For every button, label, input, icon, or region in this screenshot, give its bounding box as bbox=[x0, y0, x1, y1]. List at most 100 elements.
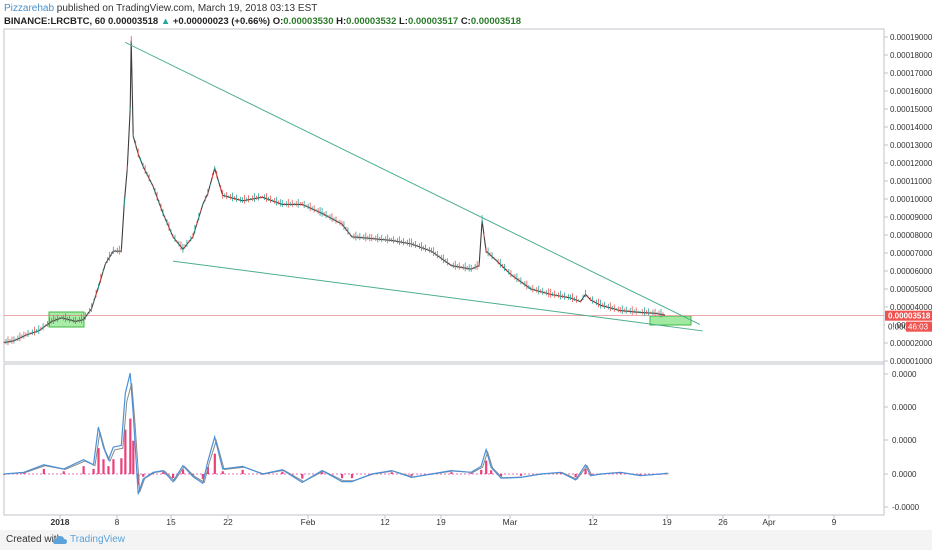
price-tick-label: 0.00017000 bbox=[890, 69, 932, 78]
osc-histogram-bar bbox=[390, 472, 393, 474]
price-series bbox=[3, 36, 666, 346]
time-axis: 2018 8 15 22 Feb 12 19 Mar 12 19 26 Apr 9 bbox=[51, 515, 837, 527]
osc-histogram-bar bbox=[171, 474, 175, 479]
symbol-label: BINANCE:LRCBTC, 60 bbox=[4, 16, 106, 27]
osc-histogram-bar bbox=[42, 468, 45, 474]
osc-histogram-bar bbox=[340, 474, 344, 479]
osc-main-line bbox=[3, 373, 668, 495]
current-price-label: 0.00003518 bbox=[888, 312, 931, 321]
footer-bar: Created with TradingView bbox=[0, 530, 932, 550]
osc-histogram-bar bbox=[22, 473, 26, 474]
osc-histogram-bar bbox=[206, 467, 209, 474]
high-value: 0.00003532 bbox=[346, 16, 397, 27]
osc-histogram-bar bbox=[97, 448, 100, 474]
time-tick-label: 19 bbox=[662, 517, 672, 527]
open-value: 0.00003530 bbox=[283, 16, 334, 27]
time-tick-label: 12 bbox=[588, 517, 598, 527]
time-tick-label: 9 bbox=[832, 517, 837, 527]
chart-canvas[interactable]: 0.000010000.000020000.000030000.00004000… bbox=[0, 0, 932, 530]
close-label: C: bbox=[460, 16, 471, 27]
osc-histogram-bar bbox=[221, 471, 224, 474]
osc-histogram-bar bbox=[124, 429, 127, 474]
time-tick-label: Mar bbox=[503, 517, 518, 527]
osc-histogram-bar bbox=[639, 474, 642, 475]
osc-histogram-bar bbox=[142, 474, 145, 477]
lower-trendline bbox=[172, 260, 703, 332]
price-line bbox=[3, 40, 666, 344]
osc-histogram-bar bbox=[301, 474, 304, 479]
time-tick-label: Apr bbox=[762, 517, 775, 527]
osc-histogram-bar bbox=[82, 466, 85, 474]
price-tick-label: 0.00013000 bbox=[890, 141, 932, 150]
high-label: H: bbox=[336, 16, 347, 27]
osc-histogram-bar bbox=[112, 459, 115, 474]
osc-tick-label: -0.0000 bbox=[892, 503, 920, 512]
osc-histogram-bar bbox=[490, 470, 493, 474]
price-tick-label: 0.00009000 bbox=[890, 213, 932, 222]
time-tick-label: 22 bbox=[223, 517, 233, 527]
osc-histogram-bar bbox=[450, 472, 453, 474]
osc-histogram-bar bbox=[129, 418, 132, 474]
osc-histogram-bar bbox=[619, 473, 622, 474]
time-tick-label: 26 bbox=[718, 517, 728, 527]
last-price: 0.00003518 bbox=[107, 16, 159, 27]
osc-histogram-bar bbox=[470, 473, 473, 474]
countdown-price-prefix: 0.0000 bbox=[888, 323, 913, 332]
osc-histogram-bar bbox=[132, 440, 135, 474]
price-tick-label: 0.00006000 bbox=[890, 267, 932, 276]
author-link[interactable]: Pizzarehab bbox=[4, 3, 55, 14]
osc-histogram-bar bbox=[201, 474, 204, 480]
price-change: +0.00000023 (+0.66%) bbox=[172, 16, 271, 27]
price-tick-label: 0.00007000 bbox=[890, 249, 932, 258]
trendlines[interactable] bbox=[125, 41, 703, 332]
osc-histogram-bar bbox=[181, 469, 185, 474]
low-label: L: bbox=[399, 16, 408, 27]
osc-histogram-bar bbox=[321, 472, 324, 474]
price-pane-frame bbox=[3, 28, 885, 363]
osc-histogram-bar bbox=[120, 458, 123, 474]
osc-histogram-bar bbox=[107, 466, 110, 474]
price-tick-label: 0.00016000 bbox=[890, 87, 932, 96]
price-tick-label: 0.00005000 bbox=[890, 285, 932, 294]
osc-histogram-bar bbox=[62, 471, 65, 474]
tradingview-cloud-icon bbox=[53, 536, 67, 544]
osc-histogram-bar bbox=[485, 460, 488, 474]
price-tick-label: 0.00004000 bbox=[890, 303, 932, 312]
upper-trendline bbox=[125, 41, 701, 325]
osc-tick-label: 0.0000 bbox=[892, 436, 917, 445]
price-tick-label: 0.00019000 bbox=[890, 33, 932, 42]
time-tick-label: Feb bbox=[301, 517, 316, 527]
price-tick-label: 0.00011000 bbox=[890, 177, 932, 186]
osc-tick-label: 0.0000 bbox=[892, 470, 917, 479]
price-tick-label: 0.00012000 bbox=[890, 159, 932, 168]
osc-histogram-bar bbox=[665, 473, 669, 475]
time-tick-label: 15 bbox=[166, 517, 176, 527]
change-up-icon: ▲ bbox=[160, 16, 171, 27]
osc-histogram-bar bbox=[241, 469, 244, 474]
osc-histogram-bar bbox=[102, 459, 105, 474]
time-tick-label: 19 bbox=[436, 517, 446, 527]
publish-header: Pizzarehab published on TradingView.com,… bbox=[4, 2, 317, 15]
osc-histogram-bar bbox=[162, 472, 165, 474]
countdown-price-prefix-bg bbox=[885, 321, 893, 332]
osc-histogram-bar bbox=[584, 468, 587, 474]
osc-histogram-bar bbox=[350, 474, 354, 479]
low-value: 0.00003517 bbox=[407, 16, 459, 27]
price-tick-label: 0.00015000 bbox=[890, 105, 932, 114]
osc-histogram-bar bbox=[92, 468, 95, 474]
close-value: 0.00003518 bbox=[470, 16, 522, 27]
price-tick-label: 0.00018000 bbox=[890, 51, 932, 60]
tradingview-brand[interactable]: TradingView bbox=[70, 534, 126, 545]
created-with-text: Created with bbox=[6, 534, 63, 545]
osc-histogram-bar bbox=[499, 474, 503, 477]
osc-histogram-bar bbox=[480, 469, 483, 474]
open-label: O: bbox=[272, 16, 284, 27]
time-tick-label: 12 bbox=[380, 517, 390, 527]
price-tick-label: 0.00010000 bbox=[890, 195, 932, 204]
osc-histogram-bar bbox=[137, 474, 140, 486]
osc-histogram-bar bbox=[519, 474, 523, 476]
highlight-zones bbox=[4, 311, 884, 328]
osc-tick-label: 0.0000 bbox=[892, 370, 917, 379]
oscillator-series bbox=[3, 373, 669, 495]
